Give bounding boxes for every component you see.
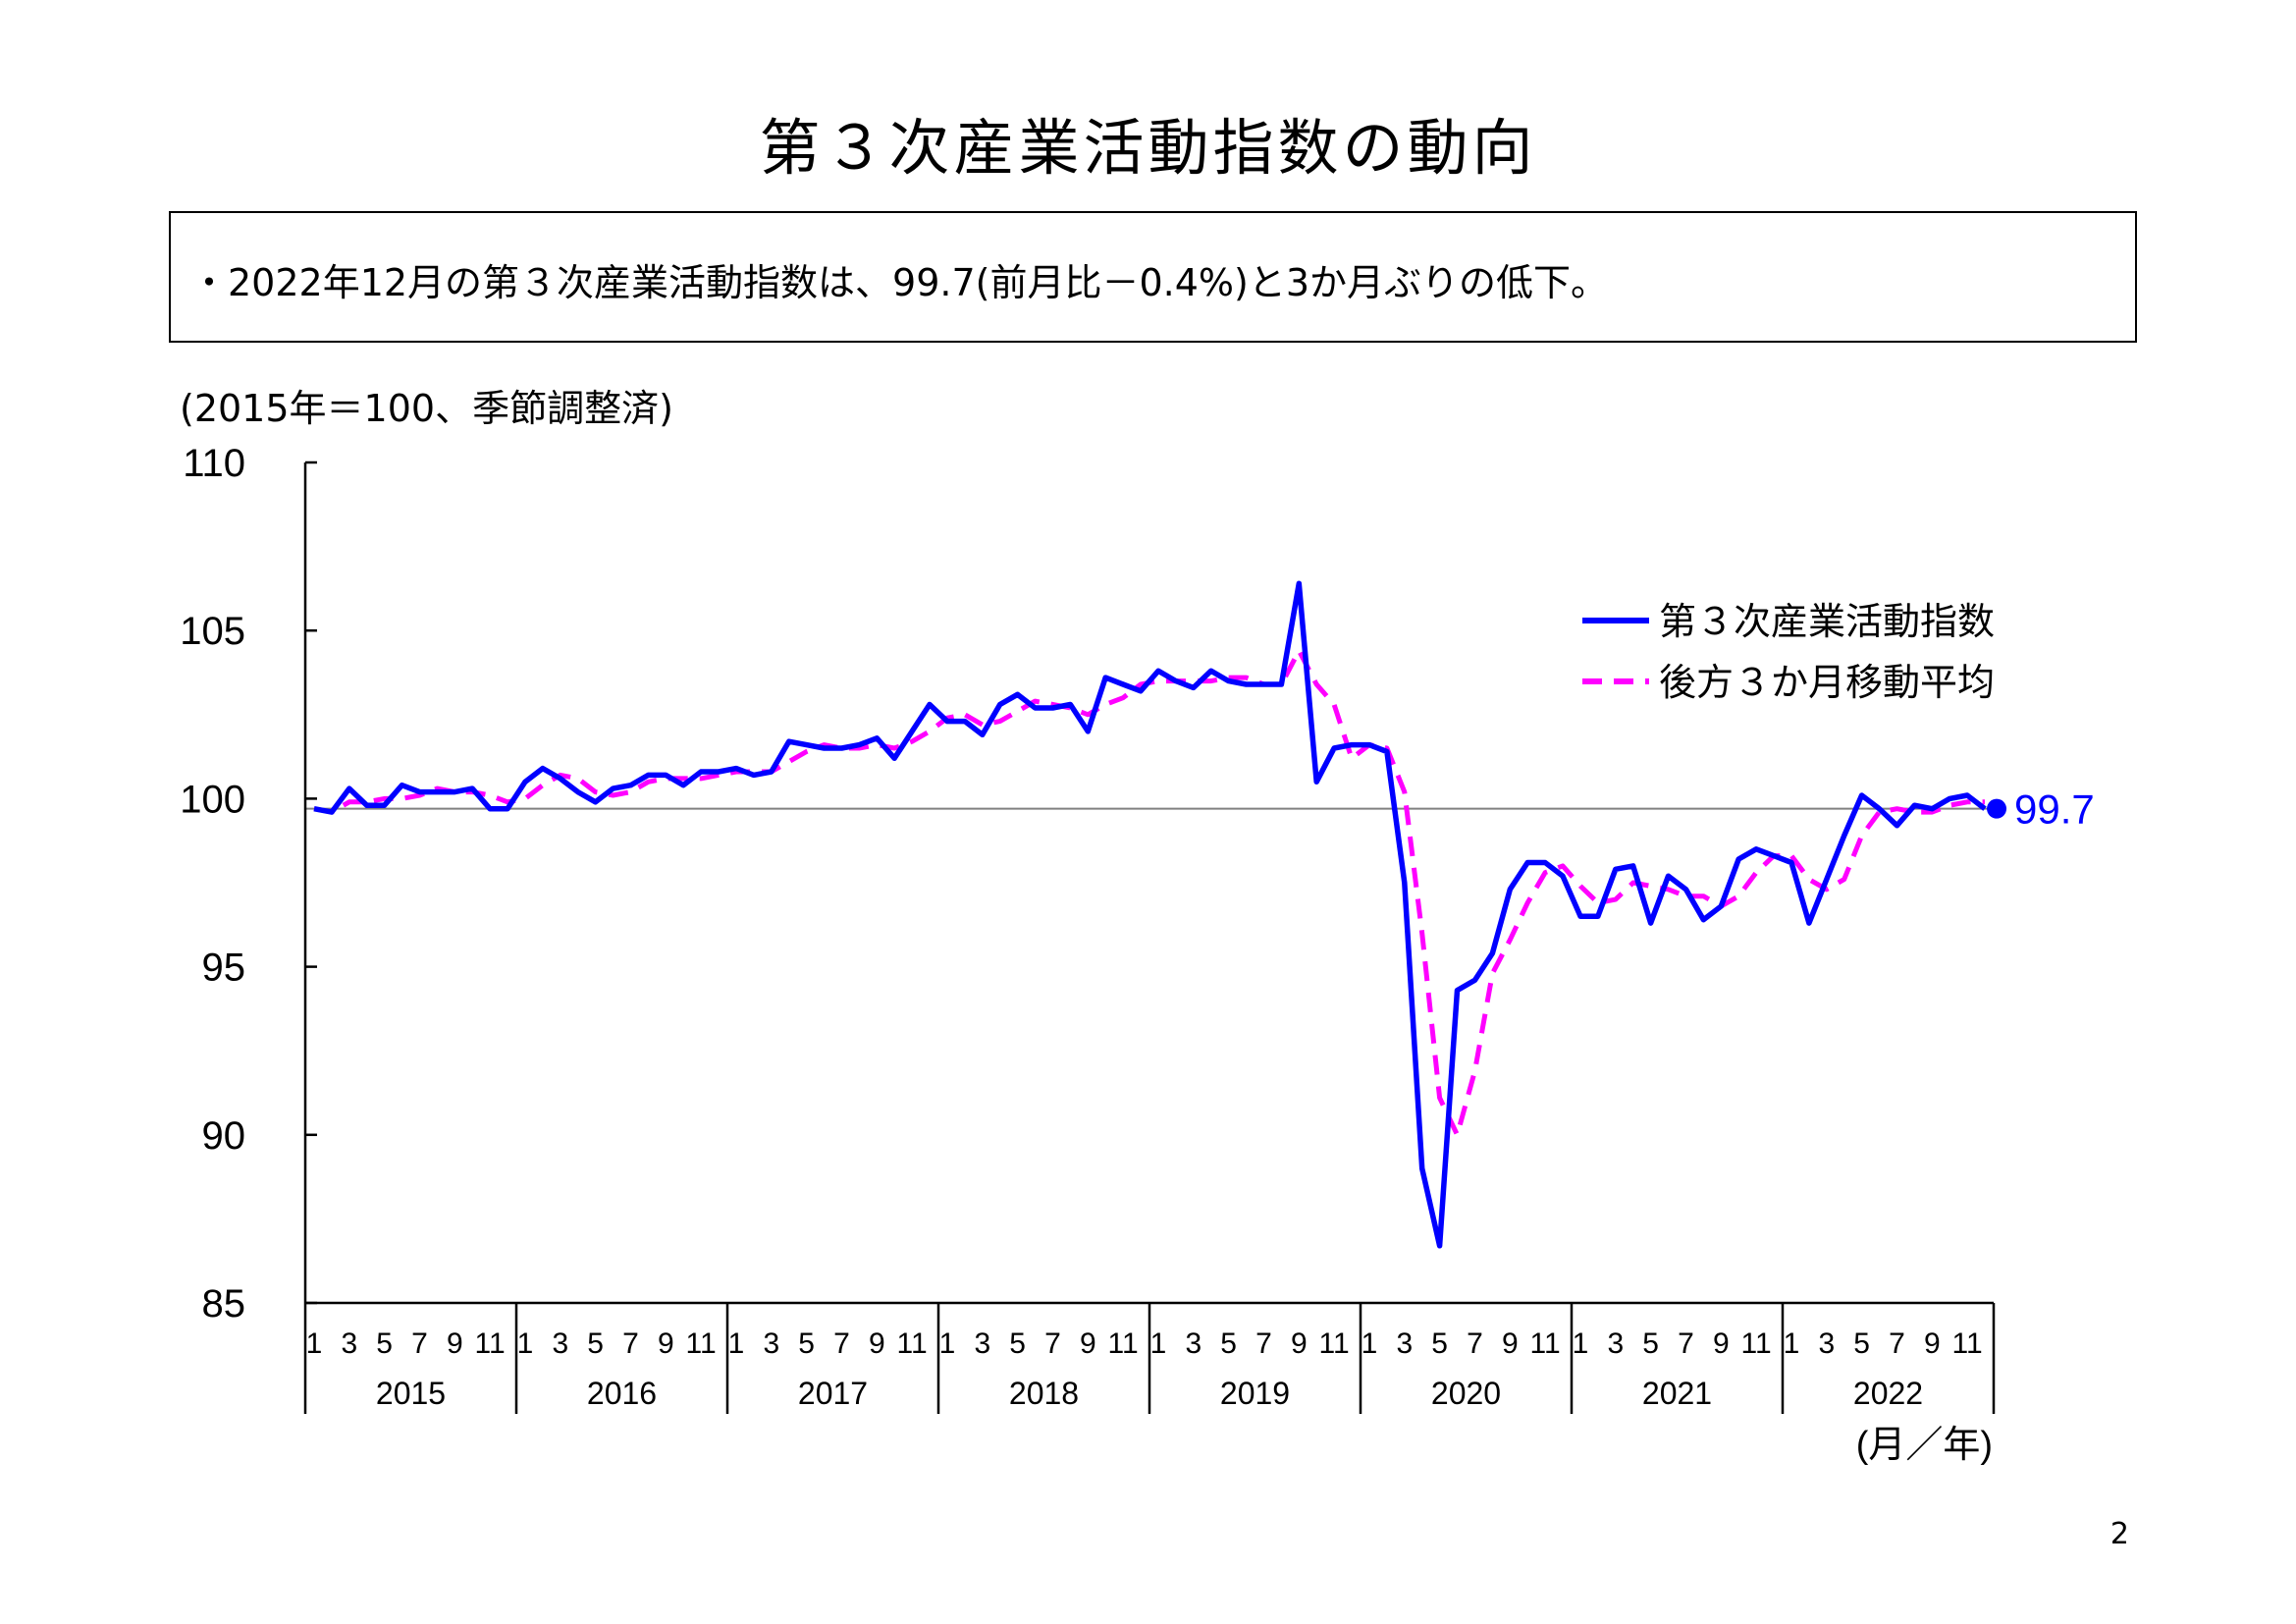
year-label: 2022 bbox=[1853, 1376, 1923, 1411]
month-tick-label: 11 bbox=[1952, 1327, 1983, 1360]
month-tick-label: 11 bbox=[475, 1327, 506, 1360]
x-unit-label: (月／年) bbox=[1856, 1425, 1993, 1466]
month-tick-label: 1 bbox=[939, 1327, 956, 1360]
month-tick-label: 9 bbox=[1291, 1327, 1308, 1360]
month-tick-label: 9 bbox=[447, 1327, 463, 1360]
index-series-line bbox=[313, 580, 1987, 1249]
year-label: 2020 bbox=[1431, 1376, 1501, 1411]
month-tick-label: 11 bbox=[1741, 1327, 1772, 1360]
month-tick-label: 3 bbox=[1607, 1327, 1624, 1360]
month-tick-label: 11 bbox=[686, 1327, 717, 1360]
month-tick-label: 5 bbox=[1431, 1327, 1448, 1360]
month-tick-label: 11 bbox=[1530, 1327, 1561, 1360]
month-tick-label: 5 bbox=[1220, 1327, 1237, 1360]
summary-box: ・2022年12月の第３次産業活動指数は、99.7(前月比－0.4%)と3か月ぶ… bbox=[169, 211, 2137, 343]
month-tick-label: 5 bbox=[376, 1327, 393, 1360]
year-label: 2019 bbox=[1220, 1376, 1290, 1411]
month-tick-label: 7 bbox=[1889, 1327, 1905, 1360]
month-tick-label: 7 bbox=[1678, 1327, 1694, 1360]
month-tick-label: 3 bbox=[1818, 1327, 1835, 1360]
page-title: 第３次産業活動指数の動向 bbox=[759, 112, 1537, 184]
moving-average-series-line bbox=[313, 648, 1985, 1138]
unit-note: (2015年＝100、季節調整済) bbox=[180, 387, 673, 430]
month-tick-label: 3 bbox=[1396, 1327, 1413, 1360]
month-tick-label: 7 bbox=[622, 1327, 639, 1360]
month-tick-label: 5 bbox=[798, 1327, 815, 1360]
y-tick-label: 90 bbox=[202, 1114, 246, 1158]
month-tick-label: 1 bbox=[517, 1327, 534, 1360]
month-tick-label: 1 bbox=[1150, 1327, 1167, 1360]
month-tick-label: 1 bbox=[1362, 1327, 1378, 1360]
month-tick-label: 7 bbox=[411, 1327, 428, 1360]
month-tick-label: 9 bbox=[1713, 1327, 1730, 1360]
month-tick-label: 3 bbox=[763, 1327, 779, 1360]
end-value-label: 99.7 bbox=[2014, 786, 2095, 833]
month-tick-label: 11 bbox=[897, 1327, 928, 1360]
month-tick-label: 7 bbox=[1044, 1327, 1061, 1360]
year-label: 2021 bbox=[1642, 1376, 1712, 1411]
year-label: 2017 bbox=[798, 1376, 868, 1411]
month-tick-label: 1 bbox=[306, 1327, 323, 1360]
month-tick-label: 1 bbox=[728, 1327, 745, 1360]
year-label: 2016 bbox=[587, 1376, 657, 1411]
month-tick-label: 3 bbox=[974, 1327, 990, 1360]
month-tick-label: 9 bbox=[1080, 1327, 1096, 1360]
y-tick-label: 100 bbox=[180, 778, 245, 821]
y-tick-label: 105 bbox=[180, 610, 245, 653]
month-tick-label: 9 bbox=[869, 1327, 885, 1360]
month-tick-label: 5 bbox=[587, 1327, 604, 1360]
month-tick-label: 11 bbox=[1108, 1327, 1139, 1360]
month-tick-label: 1 bbox=[1784, 1327, 1800, 1360]
month-tick-label: 7 bbox=[833, 1327, 850, 1360]
month-tick-label: 1 bbox=[1573, 1327, 1589, 1360]
y-tick-label: 110 bbox=[183, 442, 245, 485]
page-number: 2 bbox=[2109, 1517, 2129, 1551]
month-tick-label: 7 bbox=[1255, 1327, 1272, 1360]
month-tick-label: 5 bbox=[1853, 1327, 1870, 1360]
month-tick-label: 3 bbox=[341, 1327, 357, 1360]
month-tick-label: 5 bbox=[1642, 1327, 1659, 1360]
summary-text: ・2022年12月の第３次産業活動指数は、99.7(前月比－0.4%)と3か月ぶ… bbox=[190, 261, 1609, 304]
year-label: 2018 bbox=[1009, 1376, 1079, 1411]
month-tick-label: 9 bbox=[658, 1327, 674, 1360]
month-tick-label: 11 bbox=[1319, 1327, 1350, 1360]
y-tick-label: 85 bbox=[202, 1282, 246, 1326]
end-point-marker bbox=[1987, 798, 2007, 819]
legend-index-label: 第３次産業活動指数 bbox=[1659, 602, 1995, 643]
year-label: 2015 bbox=[376, 1376, 446, 1411]
month-tick-label: 3 bbox=[1185, 1327, 1201, 1360]
y-tick-label: 95 bbox=[202, 947, 246, 990]
month-tick-label: 9 bbox=[1502, 1327, 1519, 1360]
month-tick-label: 5 bbox=[1009, 1327, 1026, 1360]
month-tick-label: 9 bbox=[1924, 1327, 1941, 1360]
month-tick-label: 7 bbox=[1467, 1327, 1483, 1360]
month-tick-label: 3 bbox=[552, 1327, 568, 1360]
legend-moving-average-label: 後方３か月移動平均 bbox=[1659, 663, 1995, 704]
